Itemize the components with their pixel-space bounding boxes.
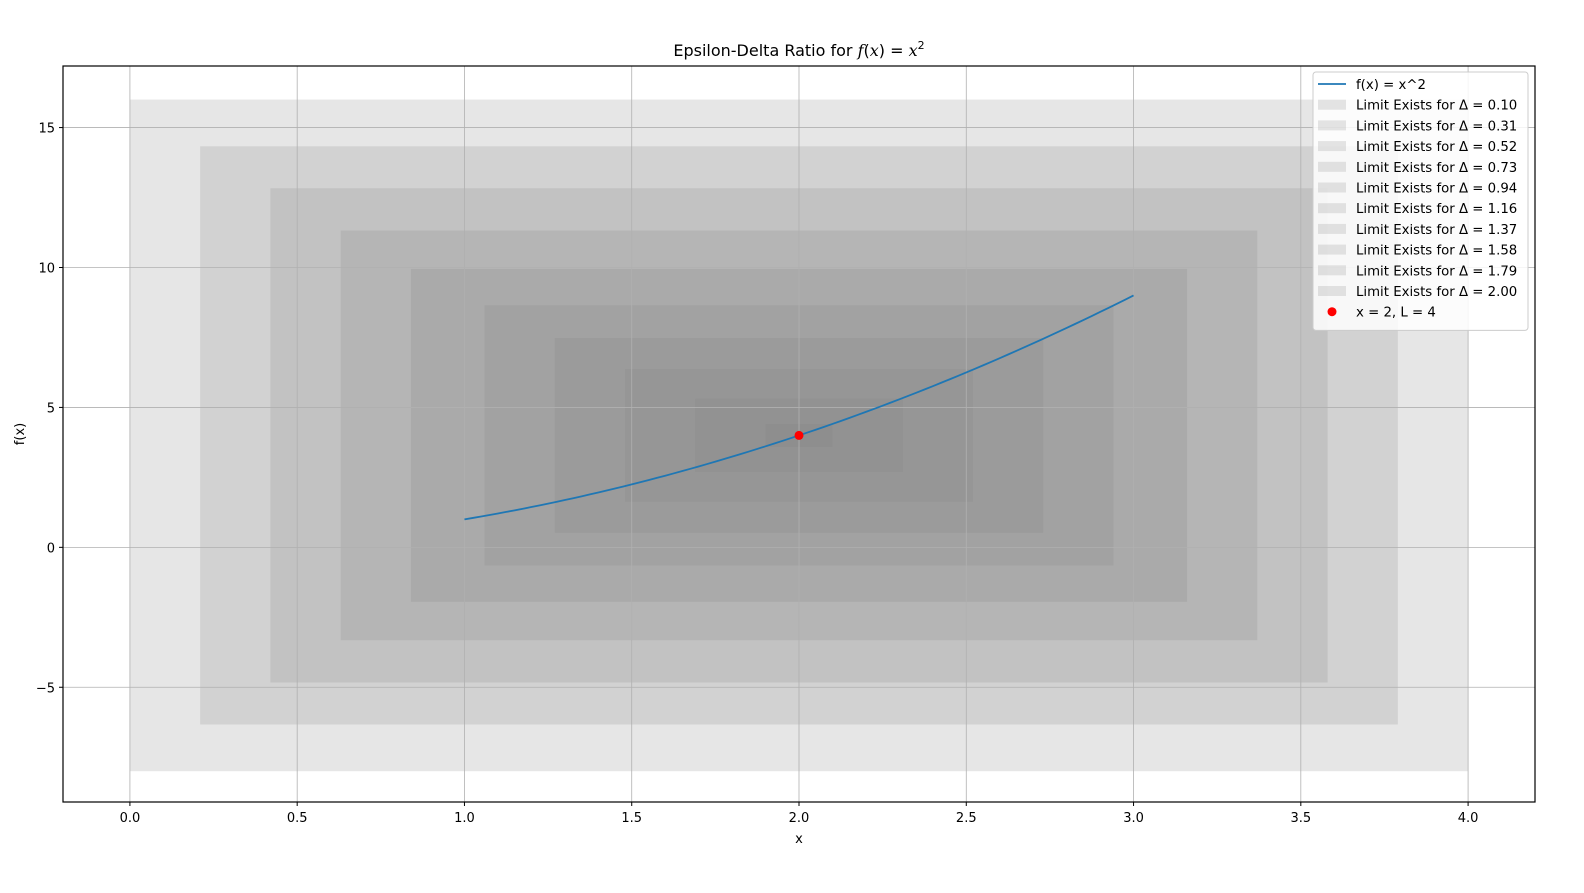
series-layer (464, 294, 1134, 521)
legend-label-region-6: Limit Exists for Δ = 1.16 (1356, 202, 1517, 217)
legend-swatch-region-9 (1318, 265, 1346, 276)
x-tick-label-0: 0.0 (120, 811, 141, 826)
legend-label-point: x = 2, L = 4 (1356, 306, 1436, 321)
y-axis-label: f(x) (13, 423, 28, 445)
legend-swatch-region-1 (1318, 99, 1346, 110)
x-tick-label-5: 2.5 (956, 811, 977, 826)
legend-swatch-region-5 (1318, 182, 1346, 193)
y-tick-label-3: 10 (38, 261, 55, 276)
legend-swatch-region-6 (1318, 203, 1346, 214)
legend-label-region-9: Limit Exists for Δ = 1.79 (1356, 264, 1517, 279)
x-tick-label-4: 2.0 (789, 811, 810, 826)
legend-swatch-point (1327, 307, 1337, 317)
x-tick-label-1: 0.5 (287, 811, 308, 826)
x-tick-label-8: 4.0 (1458, 811, 1479, 826)
legend-label-region-2: Limit Exists for Δ = 0.31 (1356, 119, 1517, 134)
legend-box (1312, 71, 1529, 331)
limit-point (794, 430, 804, 440)
x-tick-label-2: 1.0 (454, 811, 475, 826)
legend-label-region-10: Limit Exists for Δ = 2.00 (1356, 285, 1517, 300)
y-tick-label-0: −5 (36, 681, 55, 696)
legend-label-region-8: Limit Exists for Δ = 1.58 (1356, 244, 1517, 259)
legend-swatch-region-10 (1318, 286, 1346, 296)
x-axis-ticks: 0.0 0.5 1.0 1.5 2.0 2.5 3.0 3.5 4.0 (120, 802, 1479, 826)
y-axis-ticks: −5 0 5 10 15 (36, 122, 63, 696)
legend: f(x) = x^2 Limit Exists for Δ = 0.10 Limit… (1312, 71, 1529, 331)
y-tick-label-2: 5 (47, 401, 55, 416)
legend-label-curve: f(x) = x^2 (1356, 78, 1426, 93)
x-tick-label-7: 3.5 (1290, 811, 1311, 826)
grid-lines (63, 66, 1535, 802)
legend-label-region-1: Limit Exists for Δ = 0.10 (1356, 99, 1517, 114)
legend-swatch-region-8 (1318, 244, 1346, 255)
legend-swatch-region-7 (1318, 223, 1346, 234)
legend-label-region-4: Limit Exists for Δ = 0.73 (1356, 161, 1517, 176)
y-tick-label-4: 15 (38, 122, 55, 137)
legend-label-region-3: Limit Exists for Δ = 0.52 (1356, 140, 1517, 155)
x-tick-label-3: 1.5 (621, 811, 642, 826)
legend-swatch-region-2 (1318, 120, 1346, 131)
legend-swatch-region-3 (1318, 141, 1346, 152)
x-tick-label-6: 3.0 (1123, 811, 1144, 826)
legend-swatch-region-4 (1318, 161, 1346, 172)
chart-title: Epsilon-Delta Ratio for f(x) = x2 (673, 39, 924, 60)
legend-label-region-7: Limit Exists for Δ = 1.37 (1356, 223, 1517, 238)
plot-area (63, 66, 1535, 802)
y-tick-label-1: 0 (47, 541, 55, 556)
legend-label-region-5: Limit Exists for Δ = 0.94 (1356, 182, 1517, 197)
x-axis-label: x (795, 832, 803, 847)
